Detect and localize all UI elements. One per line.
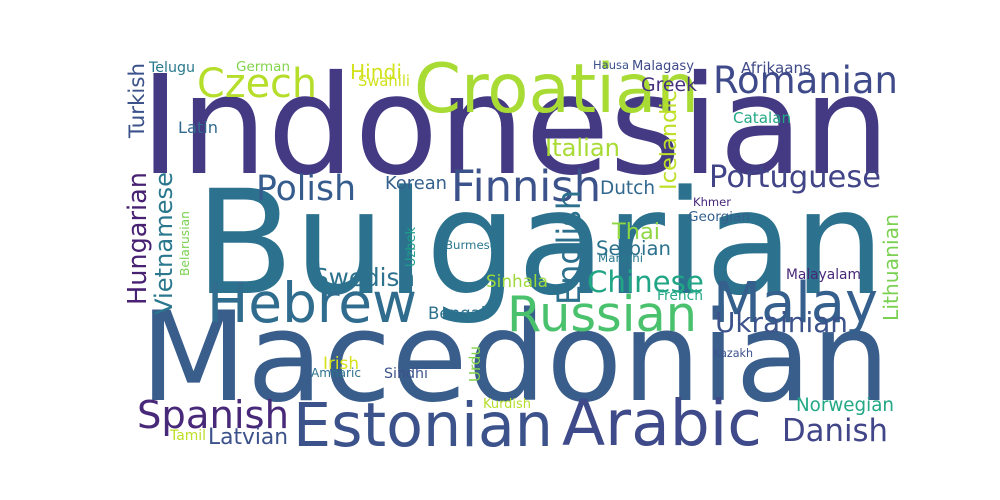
word-polish: Polish	[256, 169, 357, 209]
word-greek: Greek	[641, 75, 697, 96]
word-urdu: Urdu	[466, 346, 484, 382]
word-italian: Italian	[545, 134, 620, 162]
word-kurdish: Kurdish	[483, 397, 531, 412]
word-amharic: Amharic	[311, 366, 361, 380]
word-latin: Latin	[178, 118, 218, 137]
word-khmer: Khmer	[693, 195, 731, 209]
word-croatian: Croatian	[414, 49, 699, 128]
word-spanish: Spanish	[137, 393, 289, 438]
word-lithuanian: Lithuanian	[879, 214, 903, 321]
word-afrikaans: Afrikaans	[741, 59, 811, 77]
word-latvian: Latvian	[208, 425, 289, 450]
word-dutch: Dutch	[600, 178, 656, 199]
word-korean: Korean	[385, 173, 448, 194]
word-portuguese: Portuguese	[709, 160, 881, 195]
word-hebrew: Hebrew	[207, 271, 417, 335]
word-uzbek: Uzbek	[404, 227, 419, 267]
word-bulgarian: Bulgarian	[195, 160, 885, 328]
word-english: English	[550, 189, 588, 305]
word-french: French	[657, 288, 703, 304]
word-turkish: Turkish	[125, 63, 150, 138]
word-malagasy: Malagasy	[632, 59, 694, 74]
word-malay: Malay	[713, 271, 878, 336]
word-georgian: Georgian	[688, 209, 750, 225]
word-catalan: Catalan	[733, 109, 792, 127]
word-vietnamese: Vietnamese	[150, 172, 178, 315]
word-kazakh: Kazakh	[713, 347, 754, 360]
word-hindi: Hindi	[350, 60, 402, 84]
word-thai: Thai	[612, 219, 660, 245]
word-sindhi: Sindhi	[384, 366, 428, 382]
word-swahili: Swahili	[358, 73, 410, 90]
word-chinese: Chinese	[587, 265, 704, 299]
word-burmese: Burmese	[445, 238, 497, 252]
word-marathi: Marathi	[598, 251, 643, 265]
word-irish: Irish	[323, 353, 359, 373]
word-serbian: Serbian	[596, 237, 671, 260]
word-ukrainian: Ukrainian	[715, 306, 848, 339]
word-hausa: Hausa	[593, 58, 630, 72]
word-tamil: Tamil	[170, 428, 206, 444]
word-indonesian: Indonesian	[140, 47, 891, 206]
word-german: German	[236, 59, 290, 75]
word-icelandic: Icelandic	[656, 90, 682, 190]
word-swedish: Swedish	[313, 263, 415, 292]
word-hungarian: Hungarian	[123, 172, 153, 305]
word-czech: Czech	[197, 61, 318, 107]
word-arabic: Arabic	[562, 386, 762, 460]
word-norwegian: Norwegian	[796, 395, 894, 416]
word-estonian: Estonian	[293, 391, 553, 461]
word-romanian: Romanian	[713, 59, 898, 102]
word-finnish: Finnish	[451, 162, 602, 212]
word-danish: Danish	[782, 413, 888, 449]
word-macedonian: Macedonian	[140, 286, 891, 430]
word-telugu: Telugu	[149, 60, 196, 76]
word-sinhala: Sinhala	[486, 271, 548, 291]
word-russian: Russian	[507, 285, 697, 343]
word-malayalam: Malayalam	[786, 267, 861, 283]
word-bengali: Bengali	[428, 304, 490, 323]
word-belarusian: Belarusian	[178, 211, 192, 276]
